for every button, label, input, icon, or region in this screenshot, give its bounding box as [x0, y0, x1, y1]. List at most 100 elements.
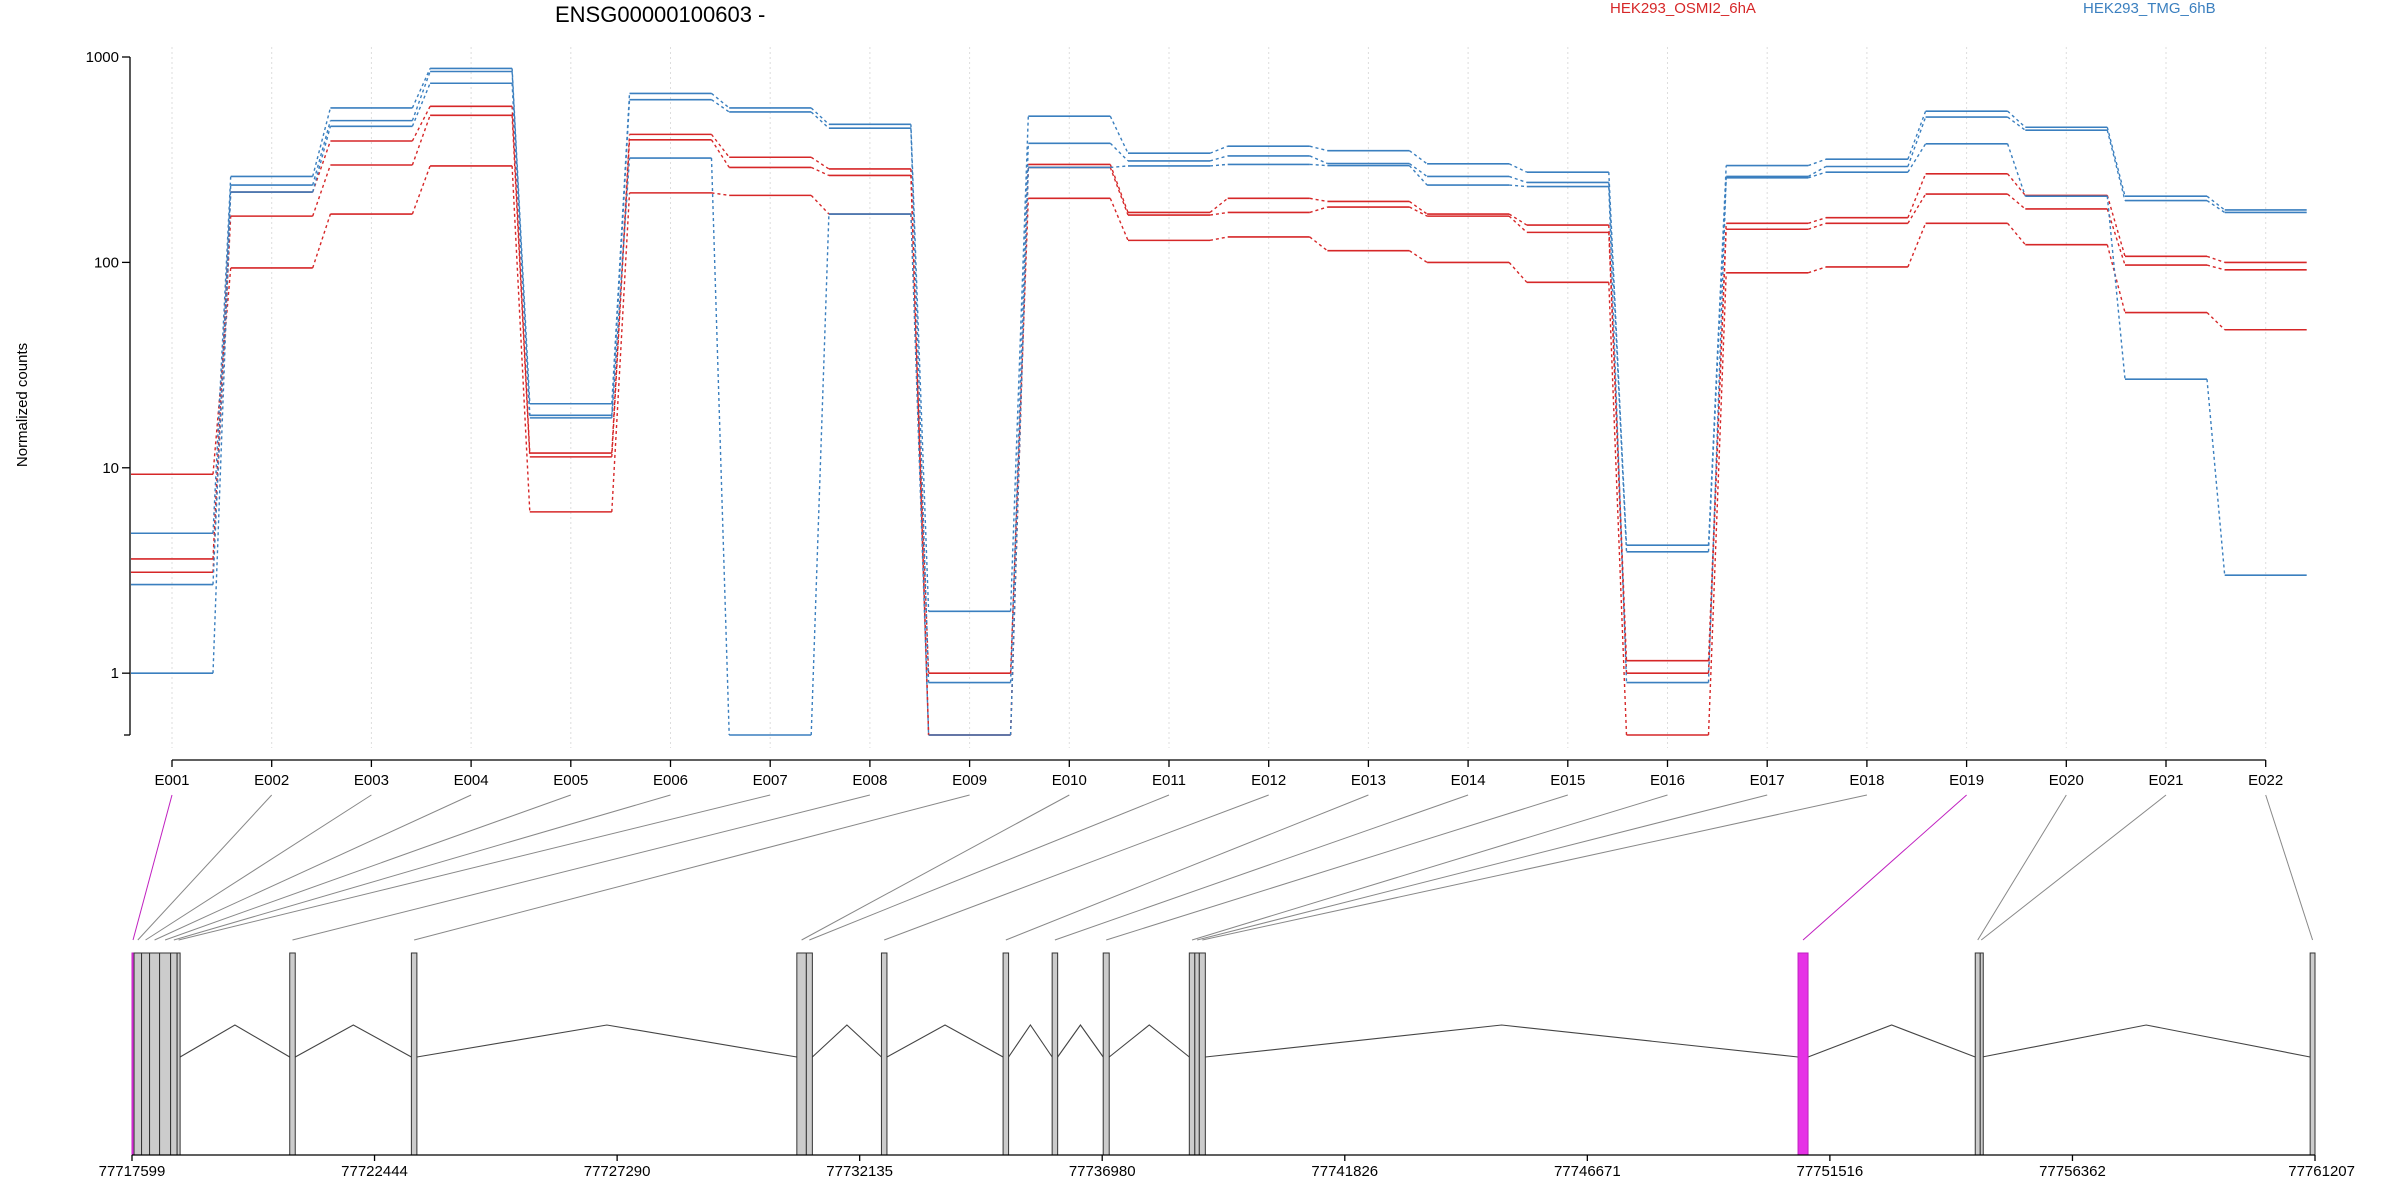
data-transition — [1408, 200, 1428, 215]
exon-box — [410, 952, 418, 1156]
data-transition — [710, 158, 730, 736]
data-transition — [411, 165, 431, 215]
data-transition — [1608, 186, 1628, 683]
data-transition — [1408, 165, 1428, 186]
x-tick-label: E019 — [1949, 772, 1984, 789]
data-transition — [212, 192, 232, 674]
data-transition — [1608, 225, 1628, 661]
x-tick-label: E010 — [1052, 772, 1087, 789]
data-transition — [1109, 164, 1129, 213]
exon-box — [805, 952, 813, 1156]
exon-connector — [1802, 794, 1967, 941]
intron-line — [179, 1024, 291, 1058]
data-transition — [1309, 197, 1328, 203]
data-transition — [1309, 155, 1328, 165]
data-transition — [1508, 261, 1528, 283]
data-transition — [1209, 145, 1228, 154]
data-transition — [1907, 173, 1927, 218]
data-transition — [1309, 163, 1328, 167]
exon-box — [1188, 952, 1196, 1156]
data-transition — [2206, 264, 2225, 271]
x-tick-label: E009 — [952, 772, 987, 789]
x-tick-label: E002 — [254, 772, 289, 789]
data-transition — [2106, 208, 2126, 266]
coord-tick-label: 77727290 — [584, 1163, 651, 1180]
data-transition — [1807, 158, 1827, 167]
exon-box — [133, 952, 143, 1156]
gene-model: 77717599 77722444 77727290 77732135 77736980… — [99, 952, 2355, 1180]
data-transition — [1907, 110, 1927, 160]
exon-box — [289, 952, 296, 1156]
intron-line — [1008, 1024, 1053, 1058]
data-transition — [1907, 223, 1927, 268]
x-tick-label: E018 — [1849, 772, 1884, 789]
data-transition — [1807, 217, 1827, 224]
exon-connector — [164, 794, 571, 941]
data-transition — [312, 213, 332, 269]
data-transition — [1409, 250, 1428, 263]
data-transition — [1907, 116, 1927, 167]
data-transition — [1009, 198, 1029, 674]
data-transition — [1309, 236, 1328, 252]
exon-box — [1002, 952, 1010, 1156]
coord-tick-label: 77751516 — [1796, 1163, 1863, 1180]
chart-title: ENSG00000100603 - — [555, 2, 765, 27]
data-transition — [1907, 193, 1927, 224]
data-transition — [1209, 163, 1228, 167]
series-osmi2 — [131, 114, 2307, 736]
data-transition — [1707, 177, 1727, 683]
y-axis-label: Normalized counts — [14, 343, 31, 467]
data-transition — [2206, 255, 2225, 264]
data-transition — [1807, 171, 1827, 179]
data-transition — [611, 158, 631, 418]
data-transition — [1209, 155, 1228, 162]
data-transition — [2007, 193, 2026, 210]
data-transition — [1509, 184, 1527, 188]
x-tick-label: E006 — [653, 772, 688, 789]
exon-connectors — [132, 794, 2314, 941]
exon-box — [1194, 952, 1200, 1156]
data-transition — [910, 168, 930, 736]
data-transition — [810, 156, 830, 170]
data-transition — [1309, 145, 1328, 152]
y-tick-label: 1000 — [86, 49, 119, 66]
data-transition — [810, 111, 830, 129]
series-lines — [131, 67, 2307, 736]
data-transition — [411, 115, 431, 166]
data-transition — [1109, 198, 1129, 241]
x-tick-label: E021 — [2148, 772, 2183, 789]
data-transition — [1209, 211, 1228, 216]
data-transition — [1807, 266, 1827, 274]
data-transition — [1707, 272, 1727, 736]
data-transition — [2206, 195, 2226, 211]
data-transition — [312, 164, 332, 217]
data-transition — [710, 133, 730, 158]
exon-connector — [178, 794, 771, 941]
exon-box — [176, 952, 181, 1156]
y-tick-label: 1 — [111, 665, 119, 682]
x-tick-label: E015 — [1550, 772, 1585, 789]
exon-box — [880, 952, 888, 1156]
exon-box — [170, 952, 178, 1156]
exon-connector — [1106, 794, 1568, 941]
exon-box — [2309, 952, 2316, 1156]
data-transition — [1508, 175, 1528, 184]
data-transition — [1009, 143, 1029, 683]
series-tmg — [131, 67, 2307, 613]
exon-connector — [132, 794, 173, 941]
data-transition — [2206, 312, 2226, 331]
series-osmi2 — [131, 105, 2307, 736]
data-transition — [2106, 130, 2126, 201]
x-tick-label: E013 — [1351, 772, 1386, 789]
data-transition — [1009, 116, 1029, 612]
intron-line — [416, 1024, 797, 1058]
exon-box — [1979, 952, 1984, 1156]
data-transition — [611, 93, 631, 404]
data-transition — [910, 213, 930, 736]
data-transition — [1109, 167, 1129, 216]
data-transition — [1209, 236, 1228, 242]
x-tick-label: E003 — [354, 772, 389, 789]
data-transition — [212, 185, 232, 585]
x-tick-label: E012 — [1251, 772, 1286, 789]
